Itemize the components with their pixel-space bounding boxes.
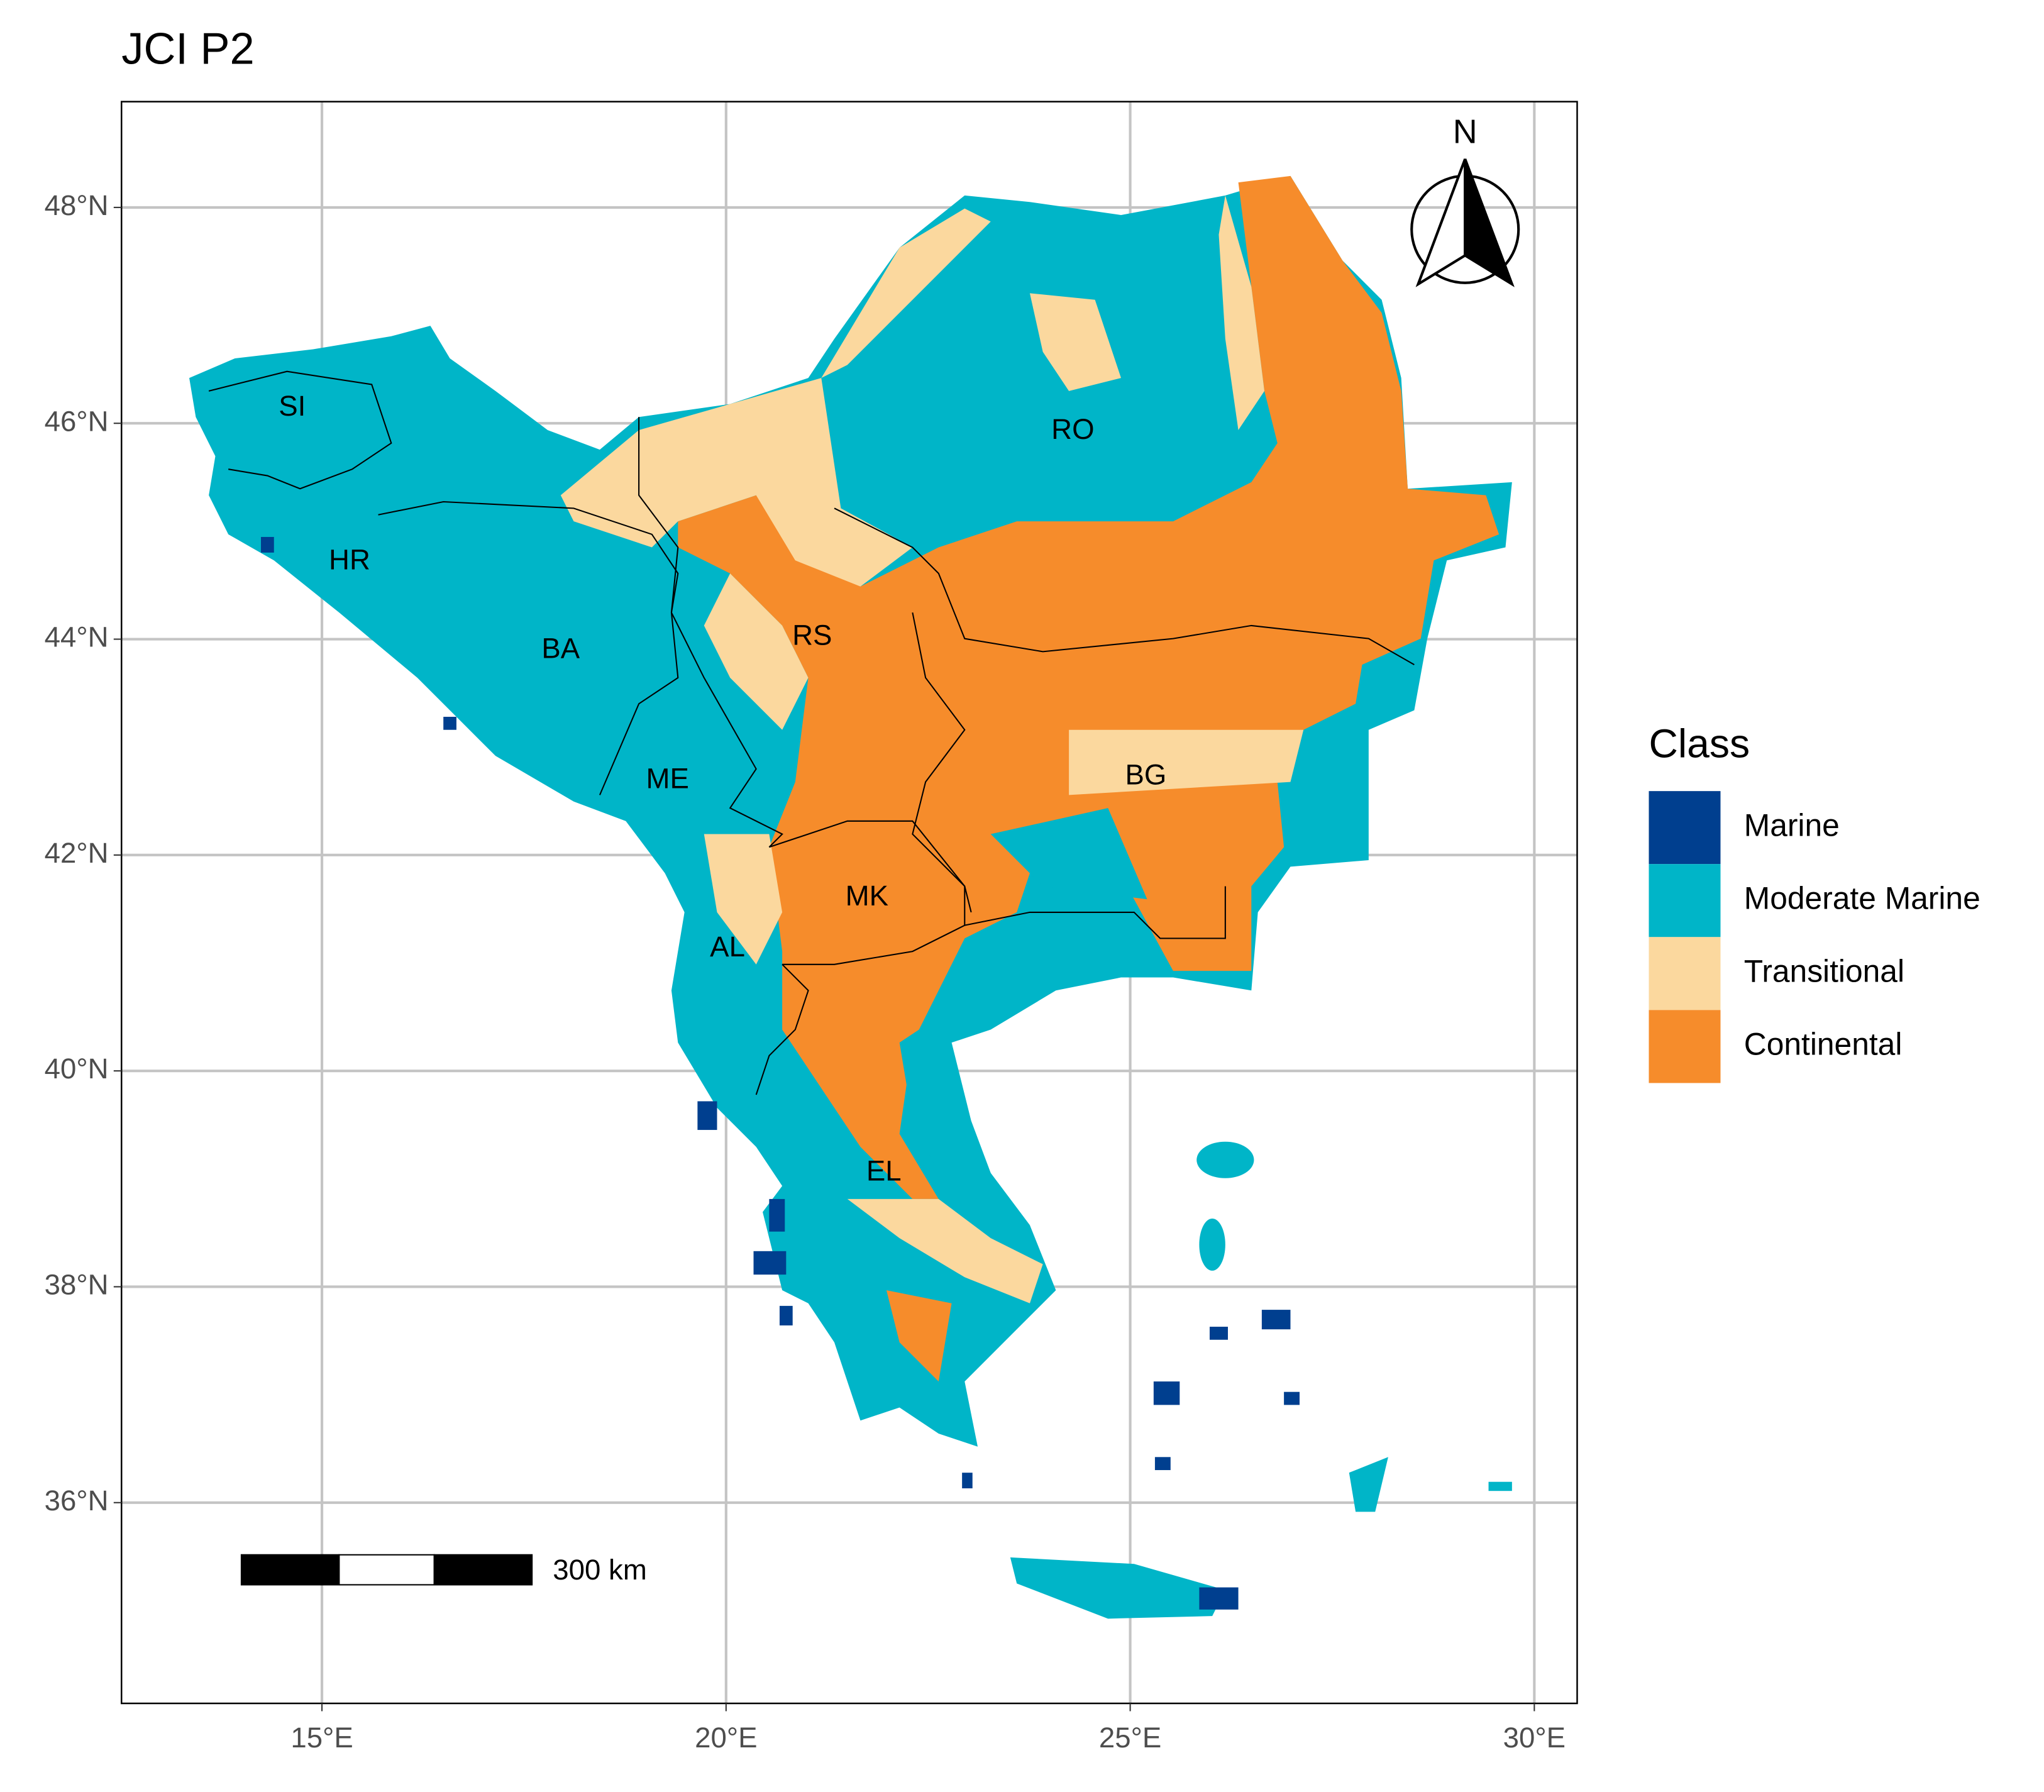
climate-zone <box>847 1198 1043 1303</box>
x-tick-label: 20°E <box>695 1722 757 1754</box>
climate-zone <box>1349 1457 1388 1512</box>
legend-key <box>1649 937 1721 1010</box>
climate-zone <box>1199 1587 1239 1610</box>
region-label: RS <box>792 619 832 651</box>
region-label: EL <box>866 1155 902 1187</box>
country-borders <box>208 370 1415 1095</box>
y-tick-label: 44°N <box>45 621 109 653</box>
climate-zone <box>1153 1381 1180 1405</box>
legend-label: Moderate Marine <box>1744 880 1980 915</box>
x-tick-label: 15°E <box>290 1722 353 1754</box>
climate-zone <box>261 536 274 553</box>
climate-zone <box>1010 1557 1225 1619</box>
region-label: HR <box>329 543 370 575</box>
legend-label: Transitional <box>1744 953 1904 988</box>
y-tick-label: 46°N <box>45 405 109 437</box>
climate-zone <box>886 1290 952 1382</box>
region-label: RO <box>1051 413 1094 445</box>
climate-zone <box>560 378 913 587</box>
climate-zone <box>443 717 456 730</box>
region-label: SI <box>279 390 306 422</box>
legend: Class Marine Moderate Marine Transitional C… <box>1649 721 1980 1083</box>
climate-zone <box>1261 1310 1291 1330</box>
border <box>638 417 783 848</box>
climate-zone <box>753 1251 787 1275</box>
region-label: AL <box>710 931 745 963</box>
scale-segment <box>433 1554 533 1586</box>
scale-segment <box>338 1554 435 1586</box>
y-tick-label: 38°N <box>45 1269 109 1301</box>
climate-zone <box>704 573 809 730</box>
title: JCI P2 <box>121 24 254 74</box>
border <box>834 507 1415 665</box>
x-tick-label: 25°E <box>1099 1722 1161 1754</box>
y-tick-label: 40°N <box>45 1053 109 1085</box>
region-label: BG <box>1125 758 1166 790</box>
climate-zone <box>821 208 991 379</box>
climate-zone <box>779 1305 793 1325</box>
region-label: MK <box>846 880 888 912</box>
region-labels: SI HR BA RS RO ME BG MK AL EL <box>279 390 1166 1187</box>
climate-zone <box>1284 1391 1300 1405</box>
legend-key <box>1649 1010 1721 1083</box>
climate-zone <box>1488 1481 1512 1491</box>
climate-zone <box>962 1473 973 1489</box>
north-arrow: N <box>1410 113 1520 287</box>
north-label: N <box>1453 113 1478 151</box>
border <box>769 820 966 965</box>
climate-zone <box>1209 1327 1228 1340</box>
legend-key <box>1649 864 1721 937</box>
climate-zone <box>1196 1141 1254 1178</box>
climate-zone <box>1218 195 1265 430</box>
border <box>378 501 679 795</box>
climate-zone <box>1069 729 1304 795</box>
legend-label: Marine <box>1744 807 1840 843</box>
north-arrow-right <box>1464 158 1515 287</box>
scale-segment <box>240 1554 340 1586</box>
x-tick-label: 30°E <box>1503 1722 1566 1754</box>
panel-border <box>121 101 1578 1705</box>
legend-title: Class <box>1649 721 1750 766</box>
climate-zone <box>1029 293 1122 391</box>
border <box>208 370 392 490</box>
y-tick-label: 48°N <box>45 189 109 221</box>
climate-zone <box>769 1198 785 1232</box>
climate-zone <box>899 1016 991 1173</box>
y-tick-label: 36°N <box>45 1485 109 1517</box>
climate-zone <box>1199 1219 1225 1271</box>
climate-zone <box>704 834 783 965</box>
legend-label: Continental <box>1744 1027 1903 1062</box>
climate-zone <box>1154 1457 1171 1471</box>
scale-bar: 300 km <box>240 1554 647 1586</box>
border <box>755 964 809 1095</box>
axis-ticks: 15°E 20°E 25°E 30°E 36°N 38°N 40°N 42°N 44°N 46°N… <box>45 189 1566 1754</box>
scale-label: 300 km <box>553 1554 647 1586</box>
legend-key <box>1649 791 1721 865</box>
region-label: ME <box>646 763 689 795</box>
climate-zone <box>678 175 1500 1199</box>
climate-zone <box>697 1101 717 1131</box>
land <box>189 175 1512 1619</box>
y-tick-label: 42°N <box>45 837 109 869</box>
region-label: BA <box>541 632 580 664</box>
border <box>964 886 1226 939</box>
climate-zone <box>990 808 1147 900</box>
